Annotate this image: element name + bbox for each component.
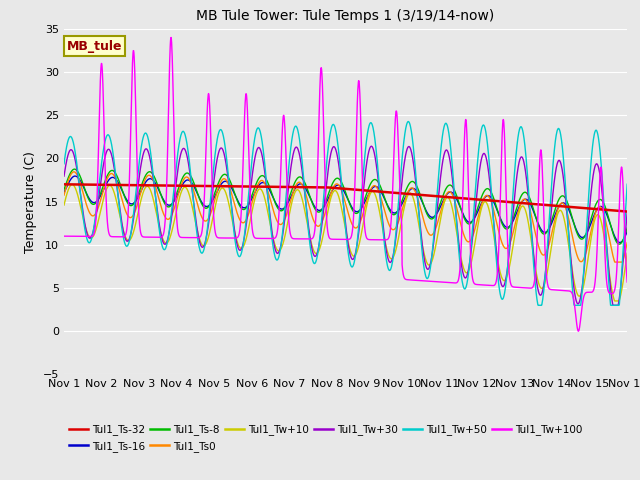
Tul1_Tw+50 [623,181,631,187]
Tul1_Ts0 [89,213,97,219]
Tul1_Tw+100 [607,291,615,297]
Tul1_Ts-8 [334,176,342,181]
Tul1_Tw+10 [623,251,631,256]
Tul1_Ts-8 [319,204,327,210]
Tul1_Tw+10 [607,281,614,287]
Tul1_Ts-8 [504,226,511,231]
Tul1_Ts-32 [623,209,631,215]
Line: Tul1_Ts-32: Tul1_Ts-32 [64,184,627,212]
Tul1_Tw+30 [60,173,68,179]
Tul1_Ts-32 [504,199,511,205]
Legend: Tul1_Ts-32, Tul1_Ts-16, Tul1_Ts-8, Tul1_Ts0, Tul1_Tw+10, Tul1_Tw+30, Tul1_Tw+50,: Tul1_Ts-32, Tul1_Ts-16, Tul1_Ts-8, Tul1_… [69,424,582,452]
Tul1_Ts0 [623,240,631,245]
Tul1_Tw+30 [319,213,327,218]
Tul1_Tw+10 [611,298,619,304]
Line: Tul1_Tw+100: Tul1_Tw+100 [64,37,627,331]
Tul1_Ts-16 [319,205,327,211]
Tul1_Tw+50 [534,302,542,308]
Tul1_Tw+10 [89,234,97,240]
Tul1_Tw+50 [607,302,615,308]
Tul1_Ts0 [319,216,327,222]
Tul1_Ts-16 [607,224,615,230]
Tul1_Tw+30 [609,302,617,308]
Tul1_Tw+30 [367,144,375,149]
Y-axis label: Temperature (C): Temperature (C) [24,151,37,252]
Tul1_Ts-32 [60,181,68,187]
Tul1_Ts-16 [334,182,342,188]
Tul1_Ts-16 [504,225,511,230]
Tul1_Tw+100 [319,108,327,114]
Line: Tul1_Ts-8: Tul1_Ts-8 [64,169,627,244]
Tul1_Tw+50 [607,302,615,308]
Tul1_Ts0 [334,181,342,187]
Tul1_Tw+100 [504,244,511,250]
Tul1_Tw+100 [575,328,582,334]
Tul1_Tw+10 [504,271,511,277]
Tul1_Tw+50 [319,203,327,208]
Tul1_Ts0 [70,169,77,175]
Tul1_Tw+30 [607,288,614,294]
Tul1_Tw+10 [607,283,615,289]
Tul1_Tw+10 [68,181,76,187]
Tul1_Ts-16 [616,240,624,245]
Tul1_Tw+10 [60,202,68,208]
Tul1_Ts-32 [607,207,614,213]
Line: Tul1_Tw+10: Tul1_Tw+10 [64,184,627,301]
Tul1_Ts0 [611,259,619,265]
Tul1_Ts-8 [616,241,623,247]
Tul1_Ts-16 [607,223,614,229]
Tul1_Tw+30 [89,230,97,236]
Tul1_Tw+100 [60,233,68,239]
Tul1_Ts0 [504,244,511,250]
Title: MB Tule Tower: Tule Temps 1 (3/19/14-now): MB Tule Tower: Tule Temps 1 (3/19/14-now… [196,10,495,24]
Line: Tul1_Ts0: Tul1_Ts0 [64,172,627,262]
Tul1_Ts-16 [71,173,79,179]
Tul1_Ts-8 [607,223,614,229]
Tul1_Ts-8 [60,187,68,192]
Tul1_Ts0 [607,245,615,251]
Tul1_Ts-16 [89,200,97,205]
Tul1_Ts-16 [623,228,631,234]
Tul1_Tw+30 [607,290,615,296]
Tul1_Tw+50 [404,119,412,124]
Tul1_Ts0 [607,243,614,249]
Line: Tul1_Tw+50: Tul1_Tw+50 [64,121,627,305]
Tul1_Tw+50 [504,263,511,269]
Tul1_Tw+50 [60,161,68,167]
Tul1_Ts-32 [607,207,614,213]
Tul1_Tw+30 [623,209,631,215]
Tul1_Ts-8 [623,225,631,231]
Line: Tul1_Ts-16: Tul1_Ts-16 [64,176,627,242]
Tul1_Tw+10 [334,192,342,198]
Tul1_Tw+50 [89,231,97,237]
Tul1_Tw+100 [623,279,631,285]
Tul1_Ts-8 [607,224,615,230]
Tul1_Tw+30 [334,156,342,162]
Tul1_Tw+100 [607,291,615,297]
Text: MB_tule: MB_tule [67,39,122,52]
Tul1_Ts-8 [89,202,97,207]
Tul1_Tw+50 [334,142,342,147]
Tul1_Tw+30 [504,264,511,269]
Tul1_Ts-16 [60,190,68,195]
Tul1_Tw+100 [334,237,342,242]
Line: Tul1_Tw+30: Tul1_Tw+30 [64,146,627,305]
Tul1_Tw+100 [89,233,97,239]
Tul1_Ts0 [60,192,68,198]
Tul1_Ts-32 [334,185,342,191]
Tul1_Tw+100 [167,35,175,40]
Tul1_Ts-8 [70,166,78,172]
Tul1_Ts-32 [319,184,327,190]
Tul1_Ts-32 [89,182,97,188]
Tul1_Tw+10 [319,232,327,238]
